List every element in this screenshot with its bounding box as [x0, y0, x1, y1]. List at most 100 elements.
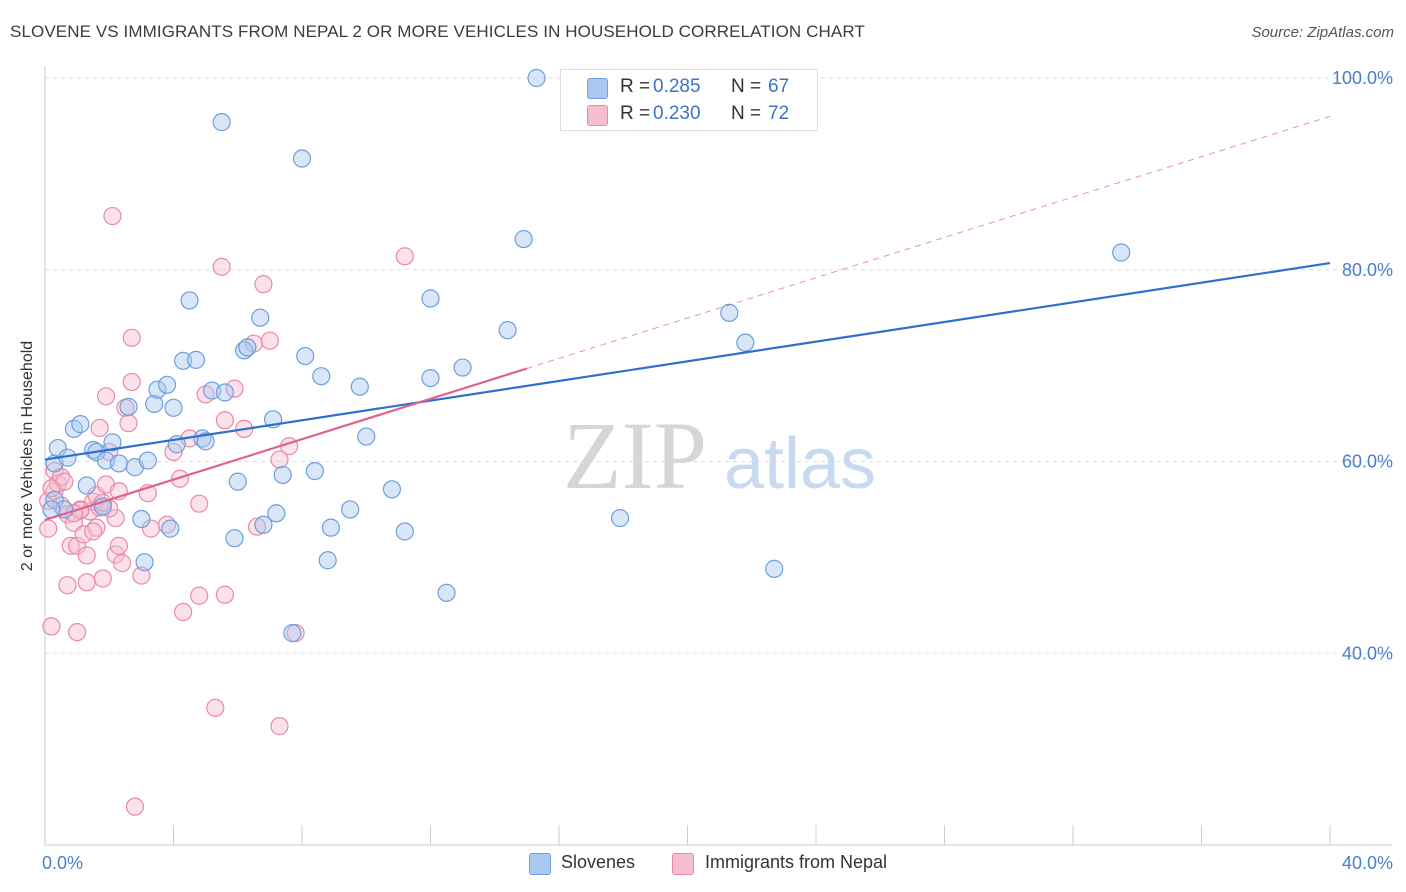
- trend-lines: [44, 115, 1331, 522]
- slovene-point: [180, 291, 199, 310]
- slovene-point: [254, 515, 273, 534]
- nepal-point: [106, 508, 125, 528]
- nepal-point: [119, 414, 138, 433]
- x-tick-label: 0.0%: [42, 853, 83, 873]
- nepal-point: [260, 331, 279, 350]
- slovene-point: [437, 583, 456, 602]
- slovene-point: [235, 341, 254, 360]
- nepal-point: [270, 717, 289, 736]
- slovene-trend-line: [44, 261, 1331, 461]
- slovene-point: [318, 551, 337, 570]
- slovene-point: [395, 522, 414, 541]
- nepal-point: [206, 698, 225, 717]
- slovene-point: [225, 529, 244, 548]
- slovene-point: [45, 490, 64, 509]
- slovene-point: [292, 149, 312, 168]
- nepal-point: [174, 602, 193, 622]
- slovene-point: [135, 553, 154, 572]
- legend-swatch-blue: [529, 853, 551, 875]
- legend-label-nepal: Immigrants from Nepal: [705, 852, 888, 872]
- slovene-point: [174, 351, 193, 370]
- nepal-point: [122, 328, 141, 347]
- legend-r-label: R =: [620, 103, 651, 124]
- nepal-point: [215, 411, 234, 430]
- slovene-point: [610, 508, 630, 528]
- slovene-point: [132, 509, 151, 529]
- legend-n-label: N =: [731, 76, 762, 97]
- slovene-point: [514, 229, 533, 249]
- tick-labels: 40.0% 60.0% 80.0% 100.0% 0.0% 40.0%: [42, 68, 1393, 873]
- slovene-point: [251, 308, 270, 327]
- legend-r-label: R =: [620, 76, 651, 97]
- slovene-point: [145, 394, 164, 414]
- slovene-point: [157, 375, 177, 394]
- slovene-points: [42, 68, 1131, 643]
- slovene-point: [421, 289, 440, 308]
- slovene-point: [283, 624, 302, 643]
- nepal-point: [254, 275, 273, 294]
- legend-n-value: 72: [768, 103, 790, 124]
- nepal-point: [132, 566, 151, 585]
- slovene-point: [161, 519, 180, 538]
- slovene-point: [228, 472, 247, 491]
- nepal-point: [93, 569, 112, 588]
- x-tick-label: 40.0%: [1342, 853, 1393, 873]
- legend-n-value: 67: [768, 76, 790, 97]
- watermark-zip: ZIP: [563, 402, 707, 509]
- slovene-point: [77, 476, 96, 495]
- slovene-point: [421, 368, 440, 388]
- slovene-point: [273, 465, 292, 485]
- y-tick-label: 100.0%: [1332, 68, 1393, 88]
- nepal-point: [270, 450, 289, 469]
- nepal-point: [215, 585, 234, 604]
- nepal-point: [170, 469, 190, 488]
- nepal-point: [212, 257, 231, 276]
- nepal-point: [112, 554, 132, 573]
- legend-swatch-pink: [672, 853, 694, 875]
- nepal-point: [96, 387, 116, 406]
- nepal-point: [68, 623, 87, 642]
- legend-swatch-blue: [587, 78, 608, 99]
- nepal-point: [395, 247, 414, 266]
- nepal-point: [190, 586, 209, 605]
- source-label: Source: ZipAtlas.com: [1251, 24, 1394, 41]
- slovene-point: [312, 367, 331, 386]
- slovene-point: [321, 518, 341, 537]
- slovene-point: [765, 559, 784, 578]
- legend-label-slovenes: Slovenes: [561, 852, 636, 872]
- slovene-point: [720, 303, 739, 322]
- chart-title: SLOVENE VS IMMIGRANTS FROM NEPAL 2 OR MO…: [10, 22, 865, 41]
- slovene-point: [138, 451, 157, 470]
- nepal-trend-extension: [526, 115, 1331, 369]
- nepal-point: [39, 519, 58, 538]
- watermark: ZIP atlas: [563, 402, 876, 509]
- y-tick-label: 60.0%: [1342, 452, 1393, 472]
- legend-n-label: N =: [731, 103, 762, 124]
- nepal-point: [42, 479, 61, 498]
- slovene-point: [453, 358, 472, 377]
- slovene-point: [267, 504, 286, 523]
- slovene-point: [296, 346, 315, 366]
- nepal-point: [109, 536, 128, 555]
- slovene-point: [119, 397, 138, 416]
- nepal-point: [77, 546, 96, 565]
- slovene-point: [103, 433, 122, 452]
- y-tick-label: 40.0%: [1342, 643, 1393, 663]
- slovene-point: [498, 321, 517, 340]
- slovene-point: [527, 68, 546, 88]
- nepal-points: [39, 206, 414, 816]
- nepal-point: [125, 797, 145, 816]
- slovene-point: [196, 432, 215, 451]
- watermark-atlas: atlas: [724, 424, 876, 504]
- nepal-point: [247, 517, 267, 536]
- nepal-trend-line: [44, 367, 528, 522]
- slovene-point: [382, 480, 402, 499]
- y-tick-label: 80.0%: [1342, 260, 1393, 280]
- slovene-point: [350, 377, 369, 396]
- slovene-point: [305, 461, 324, 481]
- correlation-legend: R = 0.285 N = 67 R = 0.230 N = 72: [560, 69, 818, 131]
- slovene-point: [109, 454, 128, 473]
- legend-swatch-pink: [587, 105, 608, 126]
- slovene-point: [1112, 243, 1131, 262]
